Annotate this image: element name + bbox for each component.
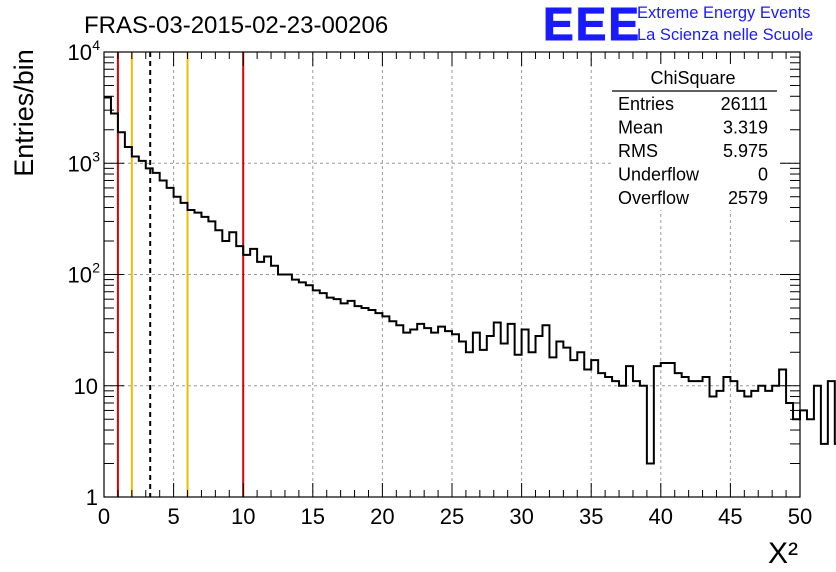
histogram-series xyxy=(104,96,836,465)
y-tick-label: 1 xyxy=(86,485,98,510)
stats-row-label: RMS xyxy=(618,141,658,161)
y-tick-label: 10 xyxy=(68,40,92,65)
stats-box: ChiSquare Entries 26111 Mean 3.319 RMS 5.975 U… xyxy=(612,64,780,210)
stats-row-value: 2579 xyxy=(728,188,768,208)
y-axis-title: Entries/bin xyxy=(9,49,39,177)
x-tick-label: 45 xyxy=(718,504,742,529)
x-tick-label: 50 xyxy=(788,504,812,529)
x-tick-label: 5 xyxy=(167,504,179,529)
x-axis-title: X² xyxy=(768,537,798,570)
x-tick-label: 30 xyxy=(509,504,533,529)
x-tick-label: 40 xyxy=(649,504,673,529)
stats-row-value: 5.975 xyxy=(723,141,768,161)
x-tick-labels: 0 5 10 15 20 25 30 35 40 45 50 xyxy=(98,504,812,529)
x-tick-label: 15 xyxy=(301,504,325,529)
axis-ticks xyxy=(103,51,801,498)
stats-row-value: 26111 xyxy=(721,94,768,114)
stats-row-value: 0 xyxy=(758,165,768,185)
y-tick-label-exponent: 3 xyxy=(92,148,100,164)
eee-logo-line1: Extreme Energy Events xyxy=(637,4,810,22)
y-tick-label: 10 xyxy=(68,263,92,288)
x-tick-label: 10 xyxy=(231,504,255,529)
y-tick-label: 10 xyxy=(74,374,98,399)
eee-logo-line2: La Scienza nelle Scuole xyxy=(637,26,813,44)
stats-box-header: ChiSquare xyxy=(650,68,735,88)
stats-row-value: 3.319 xyxy=(723,118,768,138)
stats-row-label: Overflow xyxy=(618,188,690,208)
chart-title: FRAS-03-2015-02-23-00206 xyxy=(84,12,388,39)
stats-row-label: Entries xyxy=(618,94,674,114)
stats-box-background xyxy=(612,64,780,210)
y-tick-label-exponent: 4 xyxy=(92,37,100,53)
x-tick-label: 25 xyxy=(440,504,464,529)
x-tick-label: 0 xyxy=(98,504,110,529)
histogram-line xyxy=(104,96,836,465)
x-tick-label: 20 xyxy=(370,504,394,529)
stats-box-rows: Entries 26111 Mean 3.319 RMS 5.975 Underflow 0 O… xyxy=(618,94,768,208)
y-tick-label-exponent: 2 xyxy=(92,260,100,276)
y-tick-label: 10 xyxy=(68,151,92,176)
eee-logo-letters: EEE xyxy=(543,0,641,50)
x-tick-label: 35 xyxy=(579,504,603,529)
eee-logo: EEE Extreme Energy Events La Scienza nel… xyxy=(543,0,814,51)
stats-row-label: Underflow xyxy=(618,165,700,185)
stats-row-label: Mean xyxy=(618,118,663,138)
